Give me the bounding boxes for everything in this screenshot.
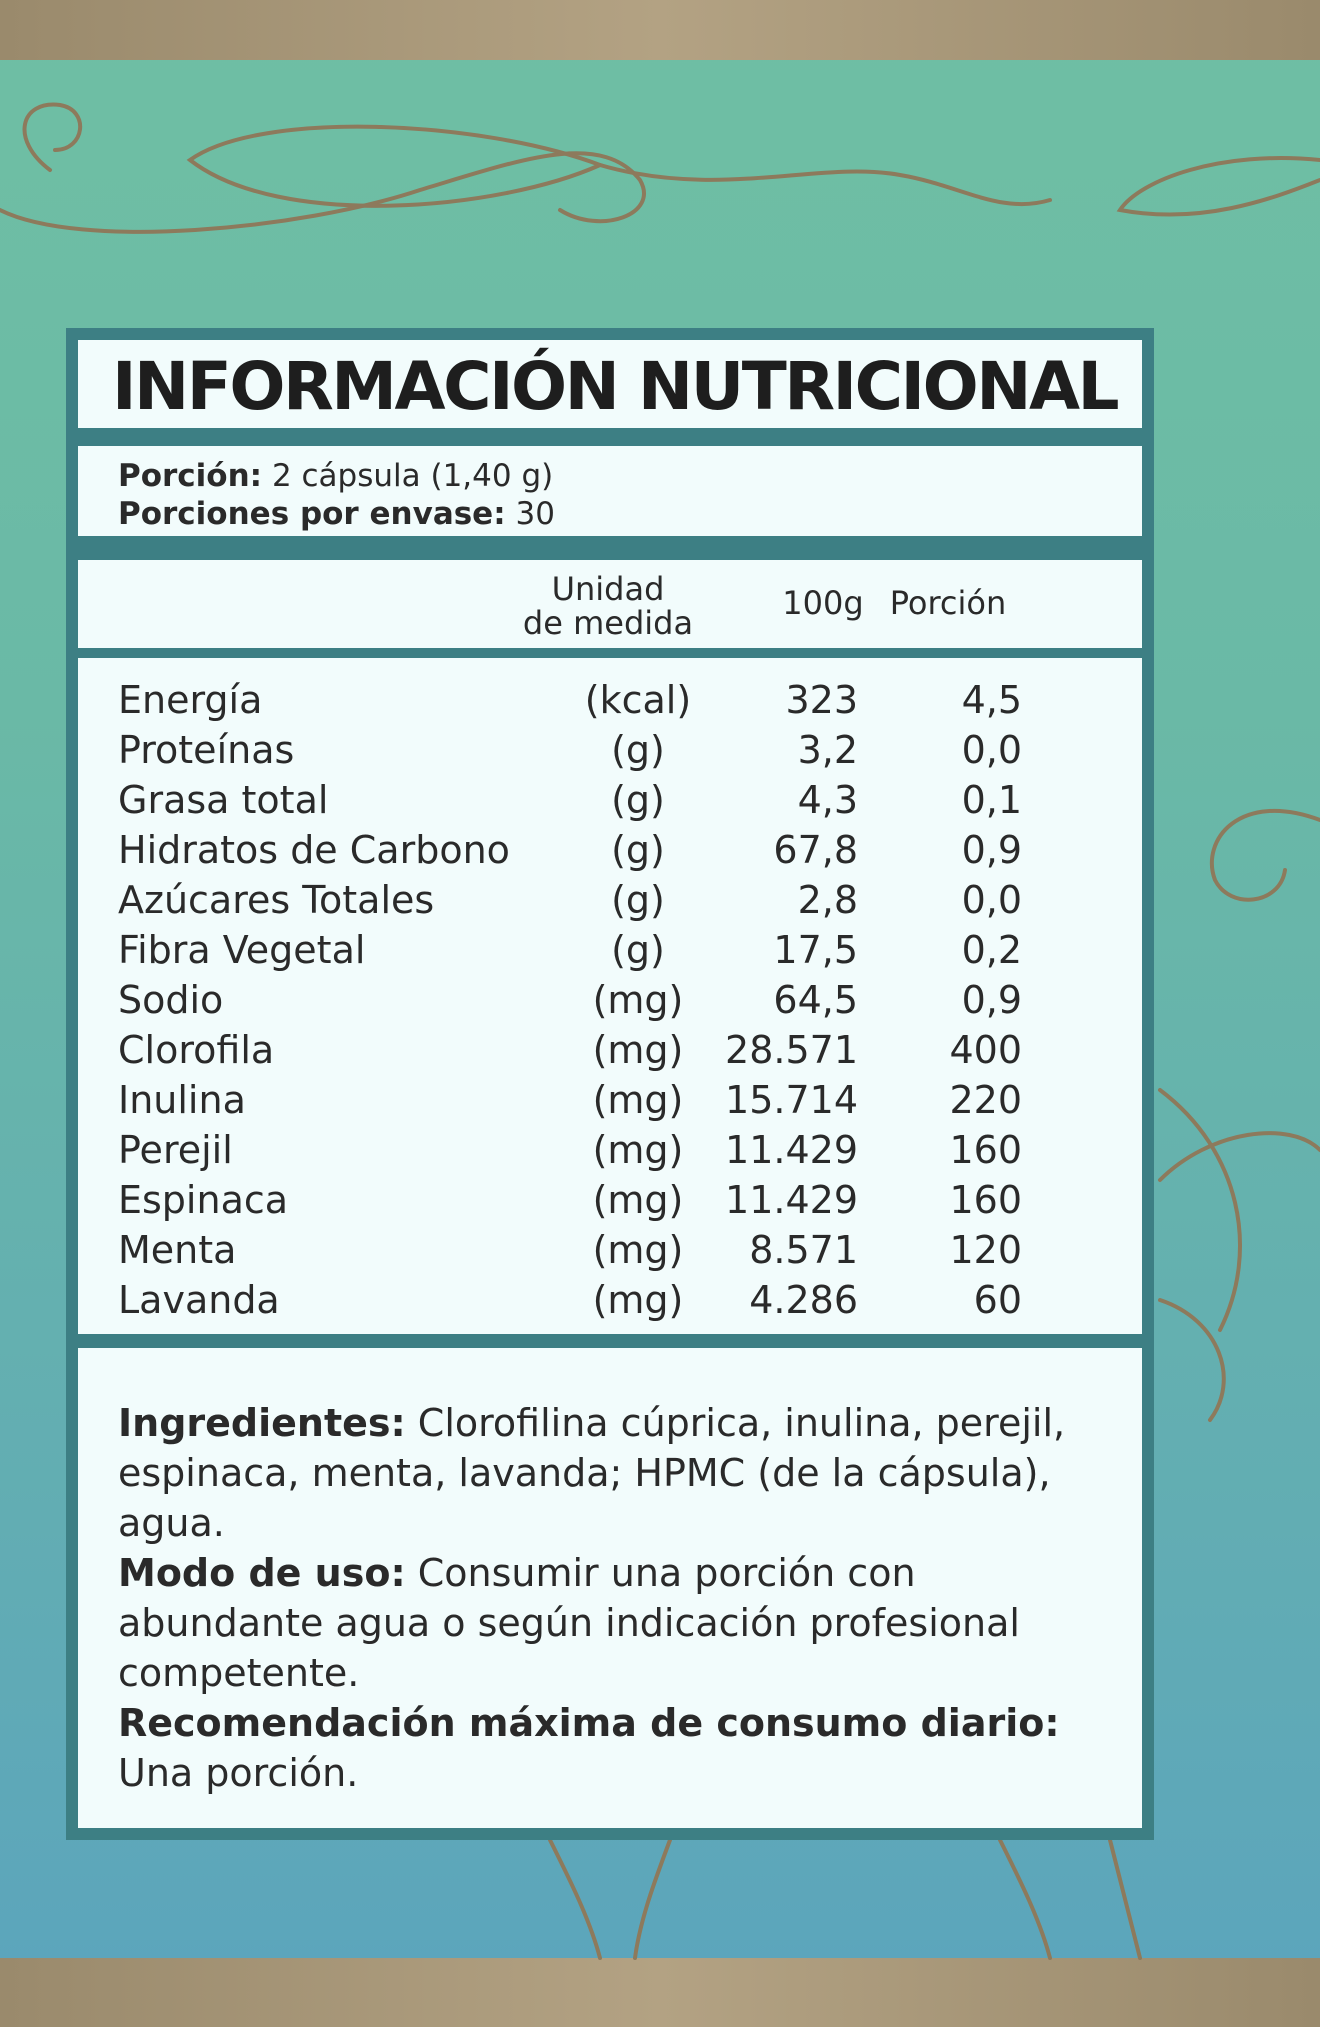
- max-daily-label: Recomendación máxima de consumo diario:: [118, 1701, 1060, 1745]
- bottom-gold-band: [0, 1958, 1320, 2027]
- value-per-portion: 0,9: [961, 978, 1022, 1022]
- nutrition-panel: INFORMACIÓN NUTRICIONAL Porción: 2 cápsu…: [66, 328, 1154, 1840]
- top-gold-band: [0, 0, 1320, 60]
- table-row: Inulina (mg) 15.714 220: [78, 1078, 1142, 1128]
- unit-column-header: Unidad de medida: [508, 572, 708, 640]
- value-per-100g: 3,2: [797, 728, 858, 772]
- value-per-portion: 0,1: [961, 778, 1022, 822]
- nutrient-name: Proteínas: [118, 728, 295, 772]
- nutrient-unit: (g): [611, 728, 665, 772]
- nutrient-unit: (kcal): [584, 678, 692, 722]
- nutrient-name: Inulina: [118, 1078, 246, 1122]
- value-per-100g: 67,8: [773, 828, 858, 872]
- usage-label: Modo de uso:: [118, 1551, 406, 1595]
- table-row: Proteínas (g) 3,2 0,0: [78, 728, 1142, 778]
- max-daily-paragraph: Recomendación máxima de consumo diario: U…: [118, 1698, 1118, 1798]
- page-title: INFORMACIÓN NUTRICIONAL: [112, 348, 1120, 425]
- nutrient-unit: (g): [611, 778, 665, 822]
- value-per-portion: 4,5: [961, 678, 1022, 722]
- servings-line: Porciones por envase: 30: [118, 496, 555, 532]
- value-per-100g: 17,5: [773, 928, 858, 972]
- unit-header-line2: de medida: [522, 604, 694, 642]
- value-per-100g: 4.286: [749, 1278, 858, 1322]
- unit-header-line1: Unidad: [551, 570, 665, 608]
- portion-section: Porción: 2 cápsula (1,40 g) Porciones po…: [78, 446, 1142, 536]
- value-per-100g: 4,3: [797, 778, 858, 822]
- nutrient-name: Energía: [118, 678, 263, 722]
- ingredients-paragraph: Ingredientes: Clorofilina cúprica, inuli…: [118, 1398, 1118, 1548]
- value-per-portion: 60: [973, 1278, 1022, 1322]
- nutrient-name: Azúcares Totales: [118, 878, 435, 922]
- table-row: Menta (mg) 8.571 120: [78, 1228, 1142, 1278]
- table-row: Espinaca (mg) 11.429 160: [78, 1178, 1142, 1228]
- value-per-100g: 8.571: [749, 1228, 858, 1272]
- nutrient-unit: (g): [611, 828, 665, 872]
- nutrient-unit: (mg): [592, 1228, 684, 1272]
- nutrient-name: Sodio: [118, 978, 224, 1022]
- servings-value: 30: [515, 496, 555, 532]
- table-row: Fibra Vegetal (g) 17,5 0,2: [78, 928, 1142, 978]
- table-row: Energía (kcal) 323 4,5: [78, 678, 1142, 728]
- table-row: Sodio (mg) 64,5 0,9: [78, 978, 1142, 1028]
- nutrient-name: Clorofila: [118, 1028, 275, 1072]
- usage-paragraph: Modo de uso: Consumir una porción con ab…: [118, 1548, 1118, 1698]
- per-100g-column-header: 100g: [782, 584, 864, 622]
- value-per-portion: 0,9: [961, 828, 1022, 872]
- ingredients-label: Ingredientes:: [118, 1401, 406, 1445]
- ingredients-section: Ingredientes: Clorofilina cúprica, inuli…: [78, 1348, 1142, 1828]
- nutrient-name: Perejil: [118, 1128, 233, 1172]
- value-per-portion: 400: [949, 1028, 1022, 1072]
- table-row: Grasa total (g) 4,3 0,1: [78, 778, 1142, 828]
- nutrient-name: Hidratos de Carbono: [118, 828, 510, 872]
- ingredients-text: Clorofilina cúprica, inulina, perejil, e…: [118, 1401, 1066, 1545]
- nutrient-name: Fibra Vegetal: [118, 928, 366, 972]
- portion-size-label: Porción:: [118, 458, 263, 494]
- table-row: Lavanda (mg) 4.286 60: [78, 1278, 1142, 1328]
- column-header-section: Unidad de medida 100g Porción: [78, 560, 1142, 648]
- value-per-100g: 2,8: [797, 878, 858, 922]
- portion-size-value: 2 cápsula (1,40 g): [271, 458, 554, 494]
- value-per-portion: 0,2: [961, 928, 1022, 972]
- table-row: Clorofila (mg) 28.571 400: [78, 1028, 1142, 1078]
- nutrient-unit: (mg): [592, 1278, 684, 1322]
- nutrient-unit: (g): [611, 928, 665, 972]
- nutrient-table: Energía (kcal) 323 4,5 Proteínas (g) 3,2 0,0 Gra…: [78, 658, 1142, 1334]
- value-per-100g: 28.571: [725, 1028, 858, 1072]
- table-row: Perejil (mg) 11.429 160: [78, 1128, 1142, 1178]
- value-per-100g: 15.714: [725, 1078, 858, 1122]
- nutrient-unit: (mg): [592, 1028, 684, 1072]
- nutrient-unit: (mg): [592, 1078, 684, 1122]
- value-per-portion: 0,0: [961, 728, 1022, 772]
- value-per-100g: 323: [785, 678, 858, 722]
- nutrient-unit: (mg): [592, 978, 684, 1022]
- value-per-100g: 11.429: [725, 1128, 858, 1172]
- value-per-portion: 120: [949, 1228, 1022, 1272]
- nutrient-name: Menta: [118, 1228, 237, 1272]
- servings-label: Porciones por envase:: [118, 496, 506, 532]
- value-per-portion: 0,0: [961, 878, 1022, 922]
- per-portion-column-header: Porción: [889, 584, 1007, 622]
- table-row: Hidratos de Carbono (g) 67,8 0,9: [78, 828, 1142, 878]
- nutrient-name: Lavanda: [118, 1278, 280, 1322]
- portion-size-line: Porción: 2 cápsula (1,40 g): [118, 458, 553, 494]
- title-section: INFORMACIÓN NUTRICIONAL: [78, 340, 1142, 428]
- value-per-portion: 160: [949, 1178, 1022, 1222]
- value-per-100g: 11.429: [725, 1178, 858, 1222]
- nutrient-unit: (mg): [592, 1178, 684, 1222]
- value-per-100g: 64,5: [773, 978, 858, 1022]
- value-per-portion: 220: [949, 1078, 1022, 1122]
- nutrient-unit: (mg): [592, 1128, 684, 1172]
- max-daily-text: Una porción.: [118, 1751, 359, 1795]
- nutrient-name: Grasa total: [118, 778, 329, 822]
- table-row: Azúcares Totales (g) 2,8 0,0: [78, 878, 1142, 928]
- nutrient-name: Espinaca: [118, 1178, 289, 1222]
- value-per-portion: 160: [949, 1128, 1022, 1172]
- usage-text: Consumir una porción con abundante agua …: [118, 1551, 1020, 1695]
- nutrient-unit: (g): [611, 878, 665, 922]
